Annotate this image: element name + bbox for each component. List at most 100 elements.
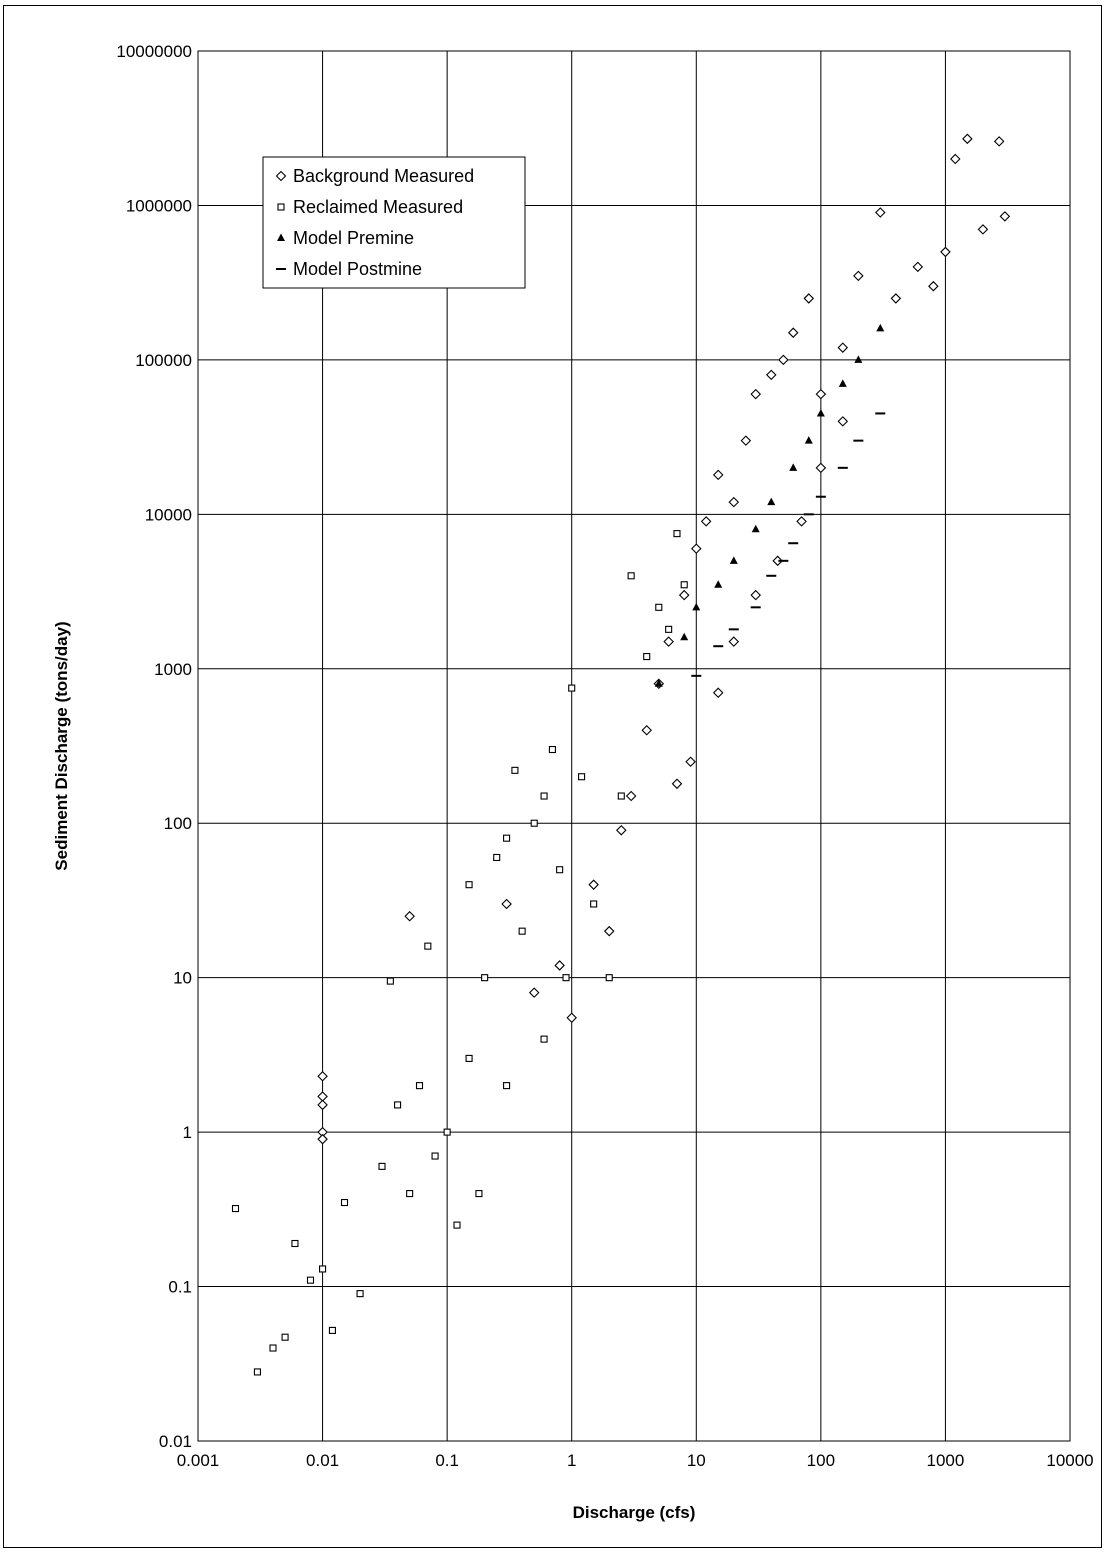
data-point (803, 293, 815, 304)
legend-marker (277, 233, 285, 241)
series-model-postmine (691, 412, 886, 677)
data-point (890, 293, 902, 304)
x-tick-label: 0.1 (435, 1451, 459, 1470)
y-tick-label: 10 (173, 969, 192, 988)
data-point (950, 153, 961, 165)
data-point (590, 900, 598, 908)
data-point (465, 1054, 473, 1062)
data-point (837, 342, 849, 353)
data-point (556, 866, 564, 874)
data-point (714, 580, 723, 588)
y-axis-title: Sediment Discharge (tons/day) (52, 621, 71, 870)
data-point (750, 589, 761, 601)
y-tick-label: 1000000 (126, 196, 192, 215)
x-tick-label: 100 (807, 1451, 835, 1470)
data-point (627, 572, 635, 580)
chart-frame (3, 5, 1102, 1548)
data-point (386, 977, 394, 985)
data-point (493, 853, 501, 862)
data-point (691, 543, 702, 554)
data-point (665, 625, 673, 633)
data-point (804, 436, 813, 444)
data-point (815, 388, 827, 400)
data-point (588, 879, 599, 890)
data-point (678, 589, 690, 601)
data-point (625, 790, 637, 802)
legend-marker (275, 170, 287, 182)
data-point (424, 942, 432, 950)
data-point (453, 1221, 461, 1229)
data-point (641, 724, 652, 736)
x-axis-title: Discharge (cfs) (573, 1503, 696, 1522)
legend-entry: Background Measured (293, 166, 474, 186)
data-point (378, 1162, 386, 1170)
data-point (317, 1099, 328, 1111)
data-point (685, 756, 696, 768)
series-reclaimed-measured (231, 530, 688, 1376)
data-point (928, 280, 939, 292)
data-point (394, 1101, 402, 1109)
data-points (231, 133, 1011, 1376)
plot-area (197, 50, 1071, 1442)
y-tick-label: 100000 (135, 351, 192, 370)
data-point (673, 530, 681, 538)
y-tick-label: 1 (183, 1123, 192, 1142)
data-point (750, 388, 761, 400)
data-point (643, 652, 651, 661)
data-point (306, 1276, 315, 1284)
y-tick-label: 10000 (145, 505, 192, 524)
data-point (853, 270, 864, 282)
x-tick-label: 1000 (927, 1451, 965, 1470)
data-point (317, 1133, 328, 1145)
data-point (766, 369, 777, 381)
data-point (406, 1190, 414, 1198)
data-point (875, 207, 886, 218)
data-point (317, 1070, 328, 1082)
data-point (728, 636, 740, 647)
data-point (729, 556, 738, 564)
data-point (530, 819, 538, 827)
data-point (815, 462, 827, 474)
data-point (751, 524, 760, 533)
data-point (700, 516, 712, 527)
data-point (778, 354, 789, 366)
data-point (443, 1128, 451, 1136)
data-point (876, 323, 885, 332)
data-point (568, 684, 576, 692)
data-point (838, 379, 847, 387)
x-tick-labels: 0.001 0.01 0.1 1 10 100 1000 10000 (177, 1451, 1094, 1470)
legend-entry: Reclaimed Measured (293, 197, 463, 217)
data-point (787, 327, 799, 338)
data-point (253, 1368, 261, 1376)
x-tick-label: 10000 (1046, 1451, 1093, 1470)
data-point (740, 435, 752, 446)
y-tick-label: 10000000 (116, 42, 192, 61)
data-point (671, 778, 683, 790)
data-point (854, 355, 863, 363)
data-point (528, 987, 540, 998)
legend: Background Measured Reclaimed Measured Mod… (262, 156, 526, 289)
data-point (356, 1290, 364, 1298)
data-point (816, 408, 825, 417)
y-tick-label: 1000 (154, 660, 192, 679)
data-point (605, 974, 613, 982)
data-point (503, 1082, 511, 1090)
data-point (281, 1333, 289, 1341)
legend-entry: Model Postmine (293, 259, 422, 279)
data-point (269, 1344, 277, 1352)
data-point (540, 792, 548, 800)
data-point (340, 1198, 349, 1207)
data-point (712, 469, 724, 481)
data-point (796, 516, 807, 527)
data-point (692, 602, 701, 611)
data-point (912, 261, 924, 273)
legend-marker (277, 203, 285, 211)
data-point (481, 974, 489, 982)
data-point (655, 603, 663, 611)
data-point (566, 1012, 577, 1024)
data-point (999, 211, 1011, 222)
data-point (728, 496, 740, 508)
data-point (837, 416, 849, 427)
data-point (680, 632, 689, 641)
